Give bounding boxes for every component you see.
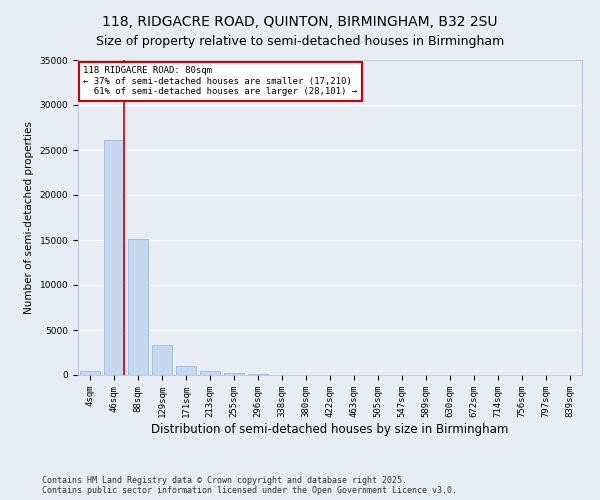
Bar [80,372,100,375]
Y-axis label: Number of semi-detached properties: Number of semi-detached properties [24,121,34,314]
Bar [200,370,220,375]
Text: Size of property relative to semi-detached houses in Birmingham: Size of property relative to semi-detach… [96,35,504,48]
X-axis label: Distribution of semi-detached houses by size in Birmingham: Distribution of semi-detached houses by … [151,422,509,436]
Bar [128,239,148,375]
Bar [248,374,268,375]
Bar [224,374,244,375]
Bar [176,366,196,375]
Bar [104,140,124,375]
Bar [152,346,172,375]
Text: 118 RIDGACRE ROAD: 80sqm
← 37% of semi-detached houses are smaller (17,210)
  61: 118 RIDGACRE ROAD: 80sqm ← 37% of semi-d… [83,66,357,96]
Text: Contains HM Land Registry data © Crown copyright and database right 2025.
Contai: Contains HM Land Registry data © Crown c… [42,476,457,495]
Text: 118, RIDGACRE ROAD, QUINTON, BIRMINGHAM, B32 2SU: 118, RIDGACRE ROAD, QUINTON, BIRMINGHAM,… [102,15,498,29]
